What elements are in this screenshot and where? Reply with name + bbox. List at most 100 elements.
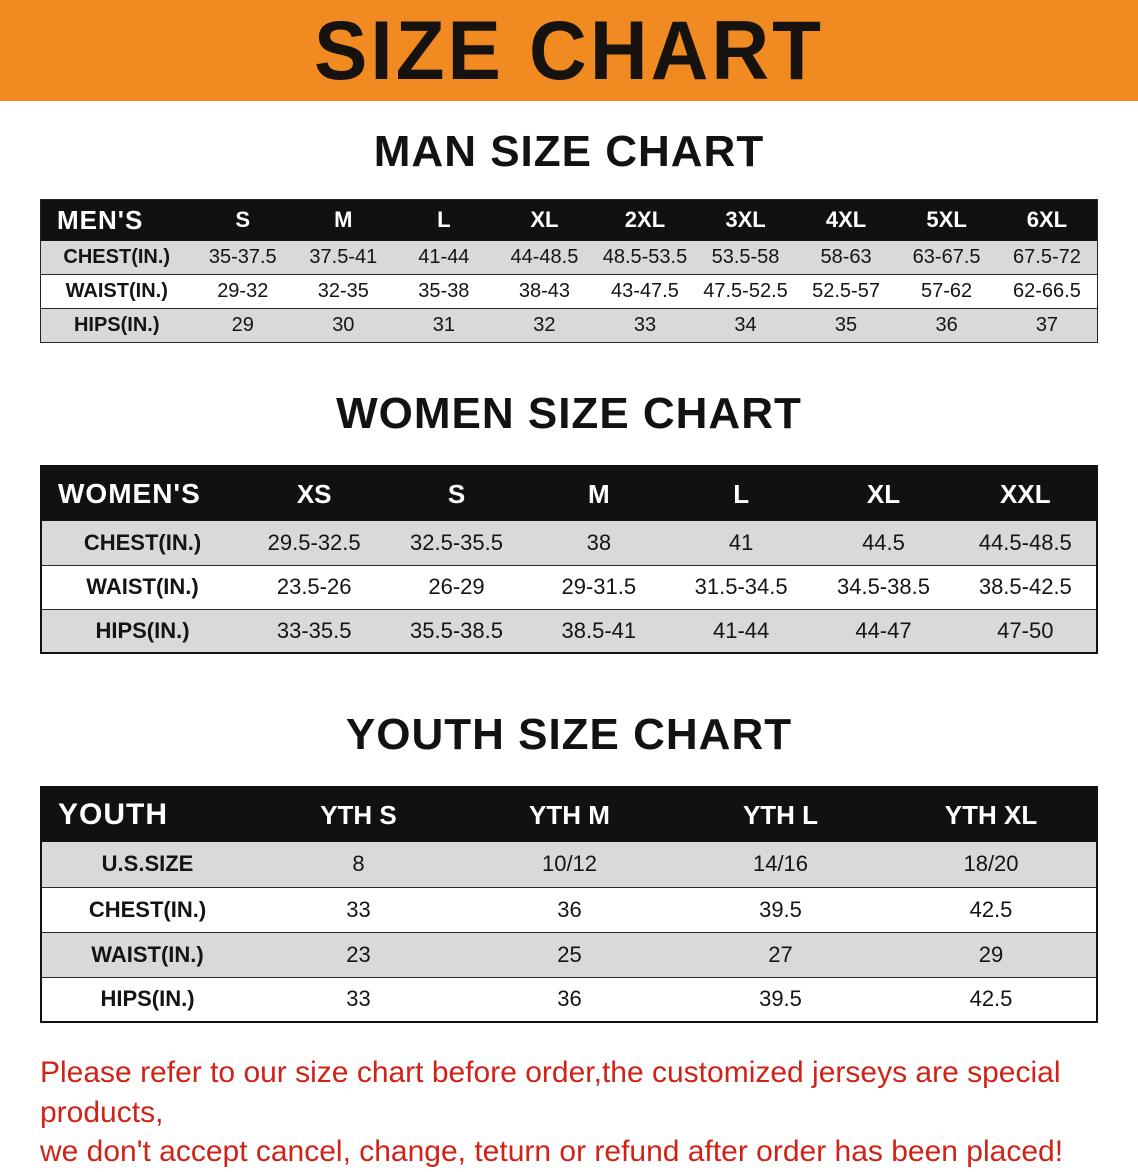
size-value-cell: 29.5-32.5 <box>267 529 361 555</box>
size-value-cell: 33 <box>633 314 657 336</box>
size-value-cell: 37 <box>1035 314 1059 336</box>
size-value-cell: 33-35.5 <box>276 617 352 643</box>
disclaimer-line-1: Please refer to our size chart before or… <box>40 1056 1061 1129</box>
size-column-header: M <box>293 199 394 241</box>
size-value-cell: 36 <box>557 896 582 922</box>
size-value-cell: 44.5 <box>862 529 905 555</box>
size-column-header: YTH XL <box>886 787 1097 842</box>
size-value-cell: 38 <box>586 529 612 555</box>
size-value-cell: 34 <box>734 314 757 336</box>
banner-title: SIZE CHART <box>314 3 824 97</box>
measurement-label: U.S.SIZE <box>101 851 194 877</box>
size-value-cell: 44.5-48.5 <box>978 529 1072 555</box>
size-value-cell: 44-48.5 <box>510 245 579 268</box>
size-value-cell: 38.5-42.5 <box>978 574 1072 599</box>
table-category-label: YOUTH <box>41 787 253 842</box>
size-value-cell: 29 <box>978 941 1004 967</box>
measurement-label: CHEST(IN.) <box>83 529 202 555</box>
size-value-cell: 67.5-72 <box>1013 245 1081 268</box>
men-size-table: MEN'S S M L XL 2XL 3XL 4XL 5XL 6XL CHEST(IN.) 35-37… <box>40 199 1098 343</box>
size-value-cell: 35 <box>834 314 858 336</box>
size-value-cell: 57-62 <box>921 280 973 302</box>
size-value-cell: 36 <box>557 986 582 1012</box>
table-row: WAIST(IN.) 29-32 32-35 35-38 38-43 43-47.5 47.… <box>40 275 1098 309</box>
size-value-cell: 38-43 <box>518 280 570 302</box>
size-column-header: XL <box>494 199 595 241</box>
size-column-header: 3XL <box>695 199 796 241</box>
size-value-cell: 18/20 <box>963 851 1019 877</box>
size-value-cell: 26-29 <box>428 574 485 599</box>
size-value-cell: 32.5-35.5 <box>410 529 503 555</box>
size-value-cell: 36 <box>935 314 958 336</box>
size-value-cell: 34.5-38.5 <box>836 574 930 599</box>
size-column-header: YTH M <box>464 787 675 842</box>
measurement-label: CHEST(IN.) <box>88 896 207 922</box>
size-value-cell: 27 <box>768 941 793 967</box>
size-value-cell: 48.5-53.5 <box>602 245 688 268</box>
disclaimer-text: Please refer to our size chart before or… <box>40 1053 1098 1172</box>
size-column-header: XS <box>243 466 386 521</box>
table-row: HIPS(IN.) 29 30 31 32 33 34 35 36 37 <box>40 308 1098 343</box>
measurement-label: WAIST(IN.) <box>91 941 204 967</box>
size-value-cell: 53.5-58 <box>711 245 780 268</box>
table-category-label: MEN'S <box>40 199 193 241</box>
youth-section-heading: YOUTH SIZE CHART <box>345 710 793 759</box>
table-row: CHEST(IN.) 35-37.5 37.5-41 41-44 44-48.5 48.5… <box>40 240 1098 275</box>
measurement-label: HIPS(IN.) <box>95 617 190 643</box>
size-value-cell: 31 <box>432 314 455 336</box>
size-value-cell: 31.5-34.5 <box>694 574 788 599</box>
size-value-cell: 39.5 <box>759 986 802 1012</box>
size-value-cell: 29-31.5 <box>561 574 637 599</box>
size-value-cell: 42.5 <box>969 986 1013 1012</box>
table-row: WAIST(IN.) 23.5-26 26-29 29-31.5 31.5-34.5 34… <box>41 565 1097 609</box>
size-column-header: M <box>527 466 670 521</box>
table-row: CHEST(IN.) 29.5-32.5 32.5-35.5 38 41 44.5 44.5… <box>41 521 1097 565</box>
size-value-cell: 14/16 <box>752 851 809 877</box>
size-value-cell: 41-44 <box>713 617 770 643</box>
size-column-header: XL <box>812 466 955 521</box>
size-column-header: XXL <box>954 466 1097 521</box>
size-value-cell: 29-32 <box>217 280 269 302</box>
size-value-cell: 33 <box>346 986 371 1012</box>
women-section-heading: WOMEN SIZE CHART <box>336 389 802 438</box>
table-category-label: WOMEN'S <box>41 466 243 521</box>
size-value-cell: 63-67.5 <box>912 245 981 268</box>
youth-size-section: YOUTH SIZE CHART YOUTH YTH S YTH M YTH L YTH… <box>0 710 1138 1023</box>
measurement-label: WAIST(IN.) <box>86 574 199 599</box>
size-value-cell: 47-50 <box>997 617 1054 643</box>
size-value-cell: 30 <box>332 314 355 336</box>
size-value-cell: 58-63 <box>820 245 872 268</box>
youth-size-table: YOUTH YTH S YTH M YTH L YTH XL U.S.SIZE 8 10/12… <box>40 786 1098 1023</box>
size-value-cell: 41-44 <box>418 245 470 268</box>
measurement-label: HIPS(IN.) <box>73 314 160 336</box>
size-chart-banner: SIZE CHART <box>0 0 1138 101</box>
size-column-header: S <box>385 466 528 521</box>
size-column-header: YTH L <box>675 787 886 842</box>
table-row: WAIST(IN.) 23 25 27 29 <box>41 932 1097 977</box>
size-value-cell: 43-47.5 <box>611 280 679 302</box>
table-row: U.S.SIZE 8 10/12 14/16 18/20 <box>41 842 1097 887</box>
disclaimer-line-2: we don't accept cancel, change, teturn o… <box>40 1135 1064 1169</box>
measurement-label: HIPS(IN.) <box>100 986 195 1012</box>
table-row: HIPS(IN.) 33 36 39.5 42.5 <box>41 977 1097 1022</box>
size-value-cell: 29 <box>231 314 254 336</box>
size-column-header: 5XL <box>896 199 997 241</box>
table-header-row: WOMEN'S XS S M L XL XXL <box>41 466 1097 521</box>
size-value-cell: 39.5 <box>759 896 802 922</box>
size-value-cell: 32-35 <box>317 280 369 302</box>
measurement-label: CHEST(IN.) <box>63 245 171 268</box>
size-value-cell: 38.5-41 <box>561 617 637 643</box>
size-value-cell: 44-47 <box>855 617 912 643</box>
size-column-header: 6XL <box>996 199 1098 241</box>
size-value-cell: 35.5-38.5 <box>410 617 503 643</box>
size-value-cell: 10/12 <box>541 851 598 877</box>
size-value-cell: 35-38 <box>418 280 470 302</box>
size-value-cell: 23.5-26 <box>276 574 352 599</box>
size-value-cell: 35-37.5 <box>208 245 277 268</box>
women-size-table: WOMEN'S XS S M L XL XXL CHEST(IN.) 29.5-32.5 32.5… <box>40 465 1098 654</box>
size-value-cell: 62-66.5 <box>1013 280 1081 302</box>
men-section-heading: MAN SIZE CHART <box>373 127 765 176</box>
size-value-cell: 42.5 <box>969 896 1013 922</box>
women-size-section: WOMEN SIZE CHART WOMEN'S XS S M L XL XXL CHEST(… <box>0 389 1138 654</box>
size-value-cell: 52.5-57 <box>812 280 880 302</box>
